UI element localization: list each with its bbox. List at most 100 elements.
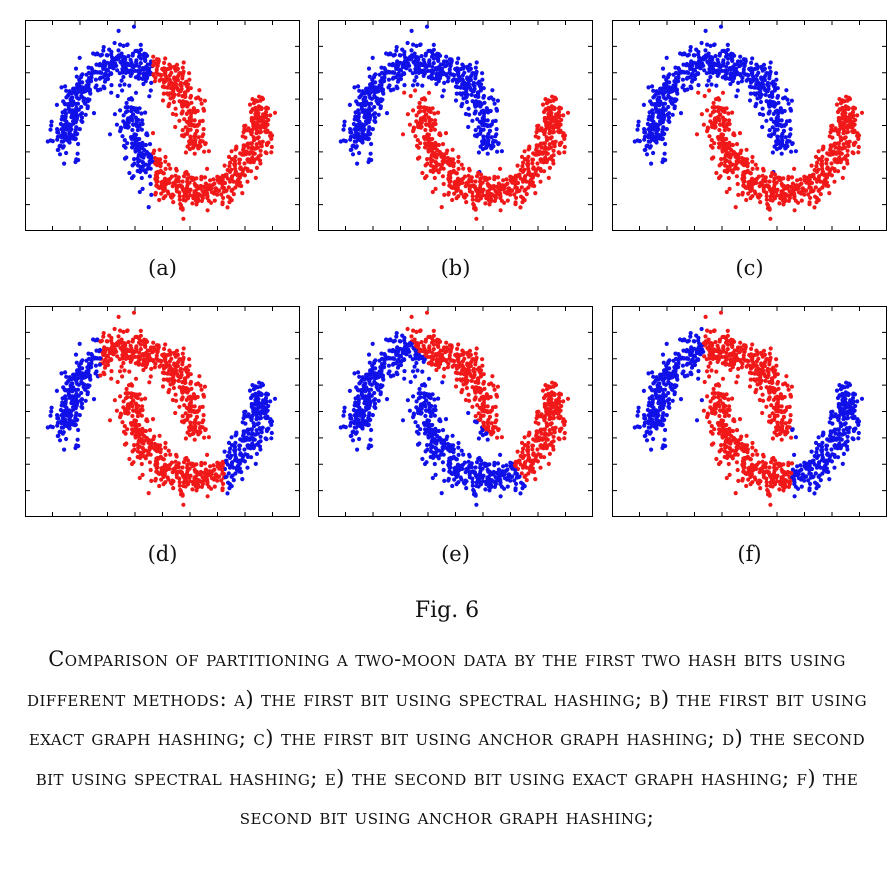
data-point [770,150,775,155]
data-point [173,410,178,416]
data-point [818,192,823,197]
data-point [494,132,499,137]
data-point [732,166,737,171]
data-point [182,189,187,194]
data-point [268,113,273,118]
data-point [447,183,452,188]
data-point [444,54,449,59]
data-point [856,144,861,150]
data-point [245,166,250,172]
data-point [367,116,372,121]
data-point [684,76,689,81]
data-point [120,88,125,93]
data-point [191,106,196,111]
data-point [743,162,748,167]
data-point [758,200,763,205]
scatter-panel-b [318,20,593,231]
data-point [647,114,652,119]
data-point [799,198,804,203]
data-point [163,159,168,164]
data-point [228,160,233,165]
data-point [123,356,128,361]
data-point [129,175,135,181]
data-point [123,70,128,75]
data-point [753,162,758,167]
data-point [795,178,800,183]
data-point [134,60,139,65]
data-point [460,62,465,67]
data-point [98,53,103,58]
data-point [850,150,855,155]
data-point [852,106,858,111]
data-point [828,130,833,135]
data-point [428,128,433,133]
data-point [446,75,451,80]
data-point [241,416,246,421]
data-point [661,132,666,137]
data-point [747,98,753,103]
data-point [809,163,814,168]
data-point [237,447,242,452]
data-point [786,101,791,106]
data-point [105,76,111,82]
data-point [481,95,486,100]
data-point [362,127,367,132]
data-point [49,405,54,410]
data-point [138,166,143,171]
data-point [761,62,767,67]
data-point [197,119,203,124]
data-point [480,180,485,185]
data-point [254,428,259,433]
data-point [832,179,837,184]
data-point [768,216,773,221]
data-point [151,345,156,350]
data-point [120,57,126,63]
data-point [101,370,106,375]
data-point [408,68,413,73]
data-point [386,77,391,82]
data-point [835,129,840,134]
data-point [420,83,425,88]
data-point [101,334,106,339]
data-point [141,73,146,78]
data-point [162,85,167,90]
data-point [149,192,154,197]
data-point [782,186,787,191]
data-point [814,179,820,184]
data-point [160,66,165,72]
data-point [735,166,740,171]
data-point [152,365,157,370]
data-point [783,145,789,150]
data-point [744,72,749,77]
data-point [61,144,66,149]
data-point [167,78,172,83]
data-point [74,74,79,79]
data-point [506,186,511,191]
data-point [789,149,794,154]
data-point [143,343,148,348]
data-point [181,134,186,139]
data-point [427,106,432,111]
data-point [73,127,78,132]
data-point [752,85,757,90]
data-point [172,77,177,82]
data-point [523,187,528,192]
data-point [808,185,813,190]
data-point [812,205,817,210]
data-point [368,151,373,156]
data-point [430,141,435,146]
data-point [265,392,271,397]
data-point [357,150,362,156]
data-point [125,141,130,146]
data-point [157,147,162,152]
data-point [792,195,797,201]
data-point [384,111,390,116]
data-point [369,107,374,112]
data-point [462,174,467,179]
data-point [843,154,848,159]
data-point [131,310,137,315]
data-point [125,120,130,125]
data-point [792,166,797,171]
data-point [689,63,695,68]
data-point [182,94,188,99]
